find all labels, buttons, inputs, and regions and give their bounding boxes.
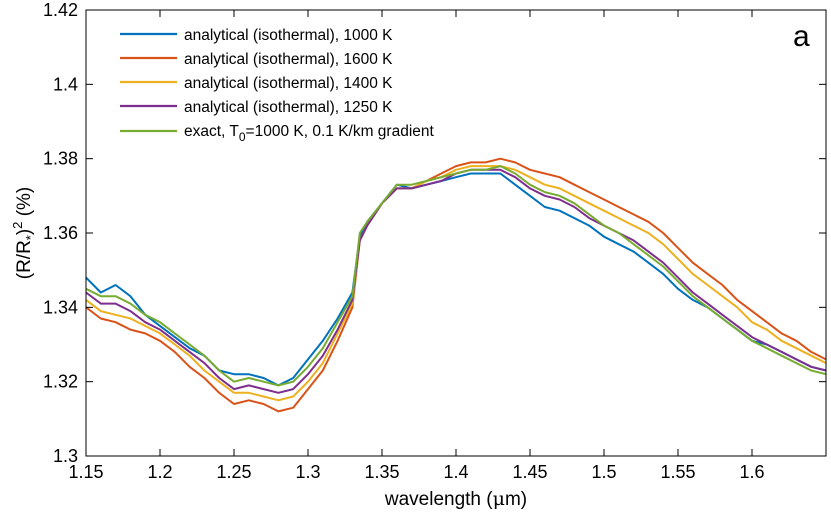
- x-tick-label: 1.25: [216, 462, 251, 482]
- legend-label-s2: analytical (isothermal), 1400 K: [184, 75, 393, 92]
- y-tick-label: 1.42: [43, 0, 78, 20]
- series-line-4: [85, 165, 827, 387]
- y-tick-label: 1.38: [43, 149, 78, 169]
- x-tick-label: 1.2: [147, 462, 172, 482]
- axis-ticks: 1.15 1.2 1.25 1.3 1.35 1.4 1.45 1.5 1.55 1.6 1.3 1.…: [43, 0, 826, 482]
- x-axis-label: wavelength (μm): [384, 488, 527, 510]
- series-line-2: [85, 165, 827, 402]
- series-line-1: [85, 157, 827, 413]
- panel-label: a: [793, 20, 810, 53]
- y-tick-label: 1.4: [53, 74, 78, 94]
- x-tick-label: 1.15: [68, 462, 103, 482]
- series-line-3: [85, 168, 827, 394]
- y-tick-label: 1.34: [43, 297, 78, 317]
- y-axis-label: (R/R*)2 (%): [10, 187, 38, 280]
- x-tick-label: 1.4: [443, 462, 468, 482]
- y-tick-label: 1.36: [43, 223, 78, 243]
- series-lines: [85, 157, 827, 413]
- x-tick-label: 1.55: [660, 462, 695, 482]
- legend: analytical (isothermal), 1000 K analytic…: [120, 27, 435, 144]
- x-tick-label: 1.3: [295, 462, 320, 482]
- legend-label-s1: analytical (isothermal), 1600 K: [184, 51, 393, 68]
- y-tick-label: 1.3: [53, 446, 78, 466]
- x-tick-label: 1.45: [512, 462, 547, 482]
- legend-label-s0: analytical (isothermal), 1000 K: [184, 27, 393, 44]
- x-tick-label: 1.6: [739, 462, 764, 482]
- legend-label-s4: exact, T0=1000 K, 0.1 K/km gradient: [184, 123, 435, 144]
- x-tick-label: 1.35: [364, 462, 399, 482]
- y-tick-label: 1.32: [43, 372, 78, 392]
- legend-label-s3: analytical (isothermal), 1250 K: [184, 99, 393, 116]
- x-tick-label: 1.5: [591, 462, 616, 482]
